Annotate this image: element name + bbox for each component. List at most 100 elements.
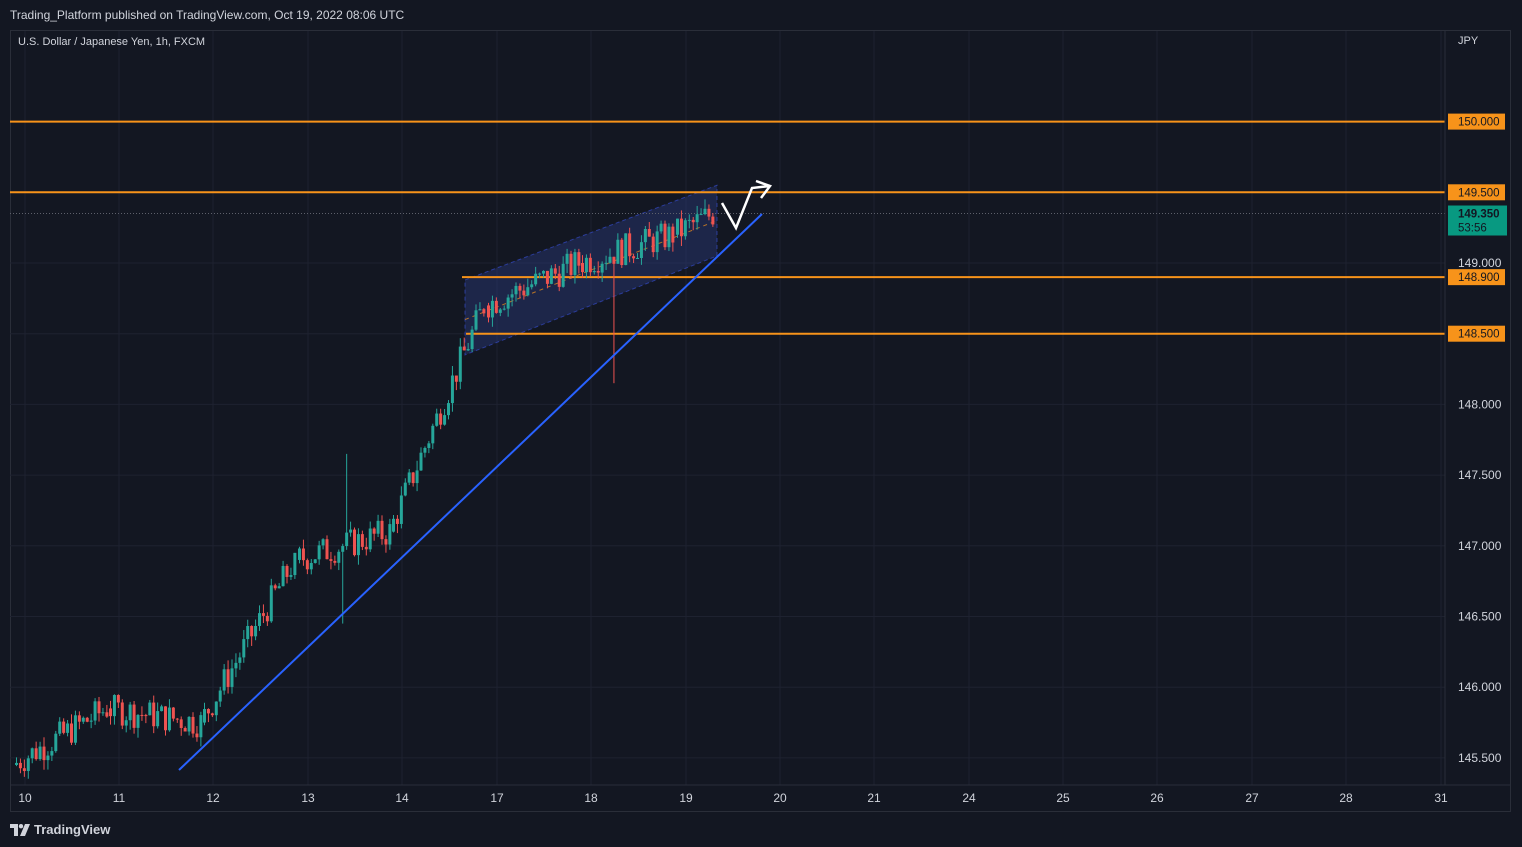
candle-body [584,257,588,273]
candle-body [679,218,683,237]
candle-body [395,518,399,524]
candle-body [450,375,454,404]
zigzag-path [720,184,771,231]
tradingview-logo-text: TradingView [34,822,111,837]
candle-body [30,748,34,759]
candle-body [632,256,636,259]
candle-body [222,669,226,691]
symbol-legend: U.S. Dollar / Japanese Yen, 1h, FXCM [18,36,206,48]
candle-body [514,285,518,295]
candle-body [160,706,164,712]
candle-body [277,586,281,589]
candle-body [659,223,663,232]
candle-body [577,252,581,266]
candle-body [305,560,309,570]
candle-body [289,575,293,577]
candle-body [487,305,490,318]
candle-body [73,715,77,743]
candle-body [530,284,534,288]
candle-body [403,482,407,496]
candle-body [494,300,498,313]
candle-body [478,309,482,311]
candle-body [671,226,675,243]
candles [15,199,715,779]
candle-body [604,262,608,264]
chart-frame[interactable] [10,30,1511,812]
candle-body [368,528,372,550]
candle-body [349,529,353,533]
candle-body [246,626,250,640]
channel-midline [464,220,718,321]
candle-body [250,626,254,637]
level-tag [1448,113,1505,130]
projection-arrow[interactable] [720,179,773,231]
candle-body [707,208,711,217]
x-tick-label: 11 [113,791,126,805]
candle-body [238,657,242,663]
candle-body [136,714,140,728]
candle-body [458,346,462,382]
candle-body [364,546,368,550]
candle-body [206,709,210,714]
candle-body [187,716,191,732]
candle-body [435,413,439,426]
candle-body [171,707,175,719]
candle-body [419,452,423,471]
candle-body [333,560,337,563]
candle-body [81,717,85,722]
candle-body [557,273,561,287]
x-tick-label: 20 [773,791,787,805]
x-tick-label: 31 [1434,791,1448,805]
candle-body [345,532,349,547]
x-tick-label: 25 [1056,791,1070,805]
candle-body [148,702,152,716]
candle-body [651,236,655,253]
x-tick-label: 27 [1245,791,1259,805]
candle-body [569,253,573,275]
candle-body [549,268,553,284]
candle-body [490,300,494,318]
candle-body [592,271,596,273]
candle-body [337,551,341,563]
x-tick-label: 12 [206,791,220,805]
candle-body [26,758,30,772]
candle-body [667,226,671,248]
candle-body [466,349,470,351]
candle-body [431,425,435,444]
candle-body [112,695,116,717]
candle-body [109,708,112,717]
candle-body [101,712,105,714]
candle-body [66,723,70,733]
candle-body [447,403,451,416]
candle-body [42,746,46,761]
candle-body [58,721,62,734]
candle-body [321,539,325,546]
countdown-label: 53:56 [1458,223,1487,235]
candle-body [711,216,715,225]
candle-body [54,733,58,752]
trendline[interactable] [178,213,763,771]
top-bar: Trading_Platform published on TradingVie… [0,0,1522,30]
y-tick-label: 149.000 [1458,256,1502,270]
candle-body [596,271,600,273]
last-price-label: 149.350 [1458,209,1500,221]
candle-body [105,712,109,717]
candle-body [703,208,707,215]
candle-body [565,253,569,264]
bottom-bar [0,812,1522,847]
horizontal-levels[interactable] [10,120,1445,335]
candle-body [156,711,160,727]
candle-body [380,520,384,540]
x-tick-label: 24 [962,791,976,805]
candle-body [144,715,148,717]
tradingview-logo[interactable]: TradingView [10,822,110,837]
candle-body [443,415,447,425]
candle-body [538,273,542,275]
candle-body [46,755,50,761]
candle-body [309,562,313,570]
candle-body [620,239,624,266]
candle-body [699,214,703,216]
last-price-tag [1448,205,1507,236]
candle-body [545,270,549,284]
